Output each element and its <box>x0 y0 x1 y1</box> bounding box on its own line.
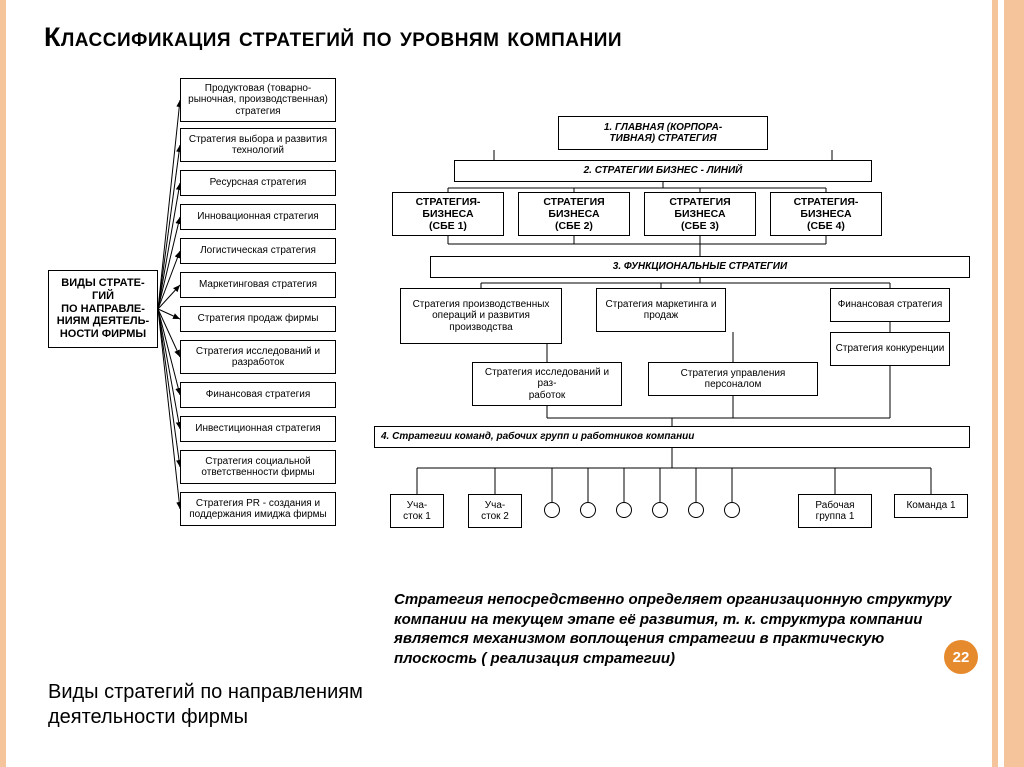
r-l3r2-1: Стратегия управления персоналом <box>648 362 818 396</box>
left-item-3: Инновационная стратегия <box>180 204 336 230</box>
r-l3r1-0: Стратегия производственных операций и ра… <box>400 288 562 344</box>
worker-circle-0 <box>544 502 560 518</box>
r-l4c-0: Уча- сток 1 <box>390 494 444 528</box>
left-item-9: Инвестиционная стратегия <box>180 416 336 442</box>
left-item-4: Логистическая стратегия <box>180 238 336 264</box>
left-item-7: Стратегия исследований и разработок <box>180 340 336 374</box>
decor-bar-right-inner <box>992 0 998 767</box>
r-l4c-1: Уча- сток 2 <box>468 494 522 528</box>
left-item-2: Ресурсная стратегия <box>180 170 336 196</box>
r-level4: 4. Стратегии команд, рабочих групп и раб… <box>374 426 970 448</box>
r-level2: 2. СТРАТЕГИИ БИЗНЕС - ЛИНИЙ <box>454 160 872 182</box>
page-title: Классификация стратегий по уровням компа… <box>44 22 622 53</box>
r-l2c-3: СТРАТЕГИЯ- БИЗНЕСА (СБЕ 4) <box>770 192 882 236</box>
r-level1: 1. ГЛАВНАЯ (КОРПОРА- ТИВНАЯ) СТРАТЕГИЯ <box>558 116 768 150</box>
worker-circle-5 <box>724 502 740 518</box>
r-l2c-2: СТРАТЕГИЯ БИЗНЕСА (СБЕ 3) <box>644 192 756 236</box>
worker-circle-1 <box>580 502 596 518</box>
r-l3r2-2: Стратегия конкуренции <box>830 332 950 366</box>
left-item-8: Финансовая стратегия <box>180 382 336 408</box>
decor-bar-left <box>0 0 6 767</box>
description-text: Стратегия непосредственно определяет орг… <box>394 590 954 668</box>
left-item-6: Стратегия продаж фирмы <box>180 306 336 332</box>
r-level3: 3. ФУНКЦИОНАЛЬНЫЕ СТРАТЕГИИ <box>430 256 970 278</box>
left-source-node: ВИДЫ СТРАТЕ- ГИЙ ПО НАПРАВЛЕ- НИЯМ ДЕЯТЕ… <box>48 270 158 348</box>
left-item-10: Стратегия социальной ответственности фир… <box>180 450 336 484</box>
left-caption: Виды стратегий по направлениям деятельно… <box>48 680 388 730</box>
r-l3r1-1: Стратегия маркетинга и продаж <box>596 288 726 332</box>
r-l2c-1: СТРАТЕГИЯ БИЗНЕСА (СБЕ 2) <box>518 192 630 236</box>
r-l4c-3: Команда 1 <box>894 494 968 518</box>
worker-circle-2 <box>616 502 632 518</box>
left-item-5: Маркетинговая стратегия <box>180 272 336 298</box>
r-l4c-2: Рабочая группа 1 <box>798 494 872 528</box>
left-item-0: Продуктовая (товарно-рыночная, производс… <box>180 78 336 122</box>
worker-circle-4 <box>688 502 704 518</box>
left-item-1: Стратегия выбора и развития технологий <box>180 128 336 162</box>
r-l2c-0: СТРАТЕГИЯ- БИЗНЕСА (СБЕ 1) <box>392 192 504 236</box>
left-item-11: Стратегия PR - создания и поддержания им… <box>180 492 336 526</box>
worker-circle-3 <box>652 502 668 518</box>
r-l3r1-2: Финансовая стратегия <box>830 288 950 322</box>
r-l3r2-0: Стратегия исследований и раз- работок <box>472 362 622 406</box>
decor-bar-right-outer <box>1004 0 1024 767</box>
